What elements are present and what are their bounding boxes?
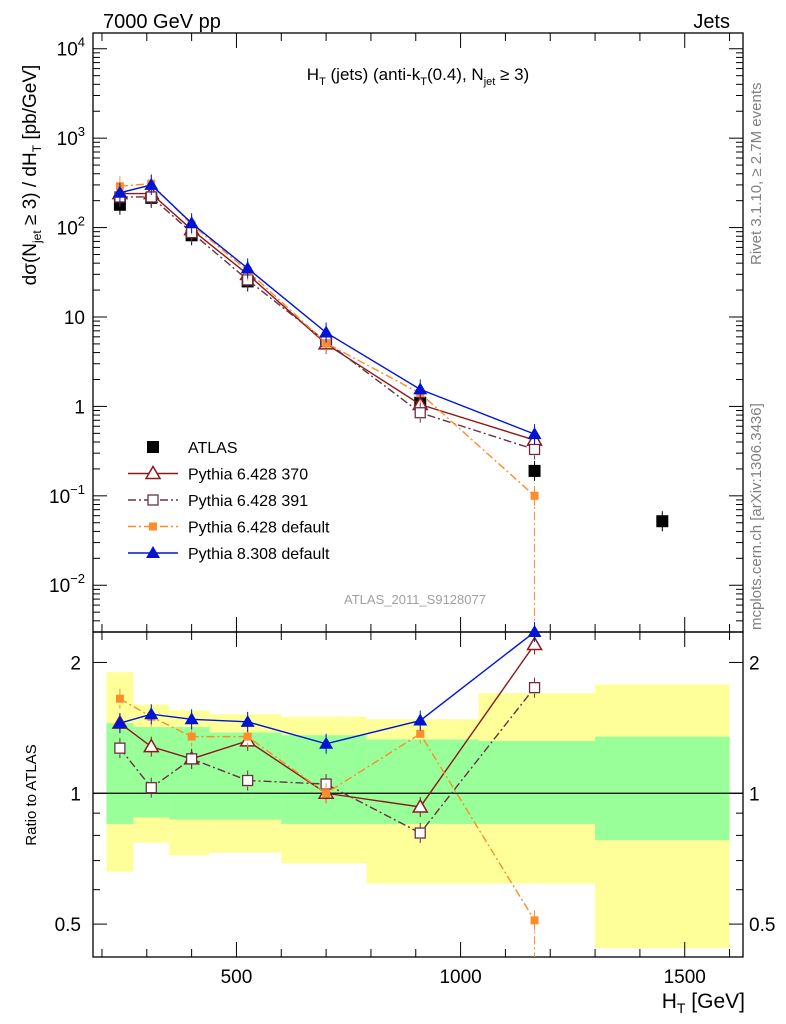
main-title: HT (jets) (anti-kT(0.4), Njet ≥ 3): [307, 65, 529, 88]
data-point: [142, 738, 160, 753]
header-right: Jets: [693, 11, 730, 33]
data-point: [243, 732, 252, 741]
data-point: [185, 753, 198, 765]
main-y-tick-label: 10−1: [49, 482, 85, 508]
x-tick-label: 1000: [439, 967, 481, 988]
side-text-mcplots: mcplots.cern.ch [arXiv:1306.3436]: [748, 403, 765, 630]
data-point: [526, 635, 543, 651]
uncertainty-band-green: [478, 740, 596, 824]
data-point: [322, 789, 331, 798]
data-point: [184, 216, 199, 229]
data-point: [144, 707, 159, 720]
legend-marker: [149, 522, 157, 531]
main-ylabel: dσ(Njet ≥ 3) / dHT [pb/GeV]: [20, 65, 44, 286]
ratio-y-tick-label-right: 0.5: [749, 915, 775, 936]
legend-label: ATLAS: [188, 440, 238, 457]
data-point: [240, 261, 255, 274]
main-y-tick-label: 104: [57, 35, 85, 61]
series-line: [119, 192, 535, 441]
data-point: [319, 736, 334, 749]
data-point: [240, 714, 255, 727]
data-point: [528, 443, 541, 456]
data-point: [115, 694, 124, 703]
main-frame: [92, 32, 744, 633]
data-point: [114, 742, 126, 754]
legend-marker: [144, 465, 162, 480]
ratio-panel: 0.5 0.5 1 1 2 2 500 1000 1500: [55, 622, 775, 988]
ratio-y-tick-label-left: 2: [70, 653, 81, 674]
data-point: [319, 325, 334, 338]
main-y-tick-label: 10: [64, 308, 85, 329]
uncertainty-band-green: [169, 727, 210, 820]
legend-marker: [146, 546, 160, 558]
data-point: [414, 827, 426, 839]
data-point: [416, 729, 425, 738]
data-point: [112, 185, 127, 198]
side-text-rivet: Rivet 3.1.10, ≥ 2.7M events: [748, 83, 765, 266]
legend-label: Pythia 6.428 370: [188, 467, 308, 484]
data-point: [322, 339, 331, 348]
data-point: [187, 732, 196, 741]
ratio-y-tick-label-left: 0.5: [55, 915, 81, 936]
data-point: [411, 798, 429, 813]
legend-label: Pythia 6.428 default: [188, 520, 330, 537]
data-point: [413, 382, 428, 395]
data-point: [527, 427, 542, 440]
ratio-ylabel: Ratio to ATLAS: [23, 744, 40, 845]
data-point: [413, 713, 428, 726]
main-y-tick-label: 1: [74, 397, 85, 418]
ratio-y-tick-label-left: 1: [70, 784, 81, 805]
x-tick-label: 500: [221, 967, 253, 988]
main-y-tick-label: 103: [57, 124, 85, 150]
ratio-frame: [92, 631, 744, 958]
data-point: [242, 774, 254, 787]
data-point: [112, 716, 127, 729]
series-line: [119, 196, 535, 451]
data-point: [414, 407, 426, 419]
data-point: [144, 177, 159, 190]
watermark: ATLAS_2011_S9128077: [344, 592, 486, 607]
series-line: [119, 184, 535, 435]
legend-marker: [147, 494, 159, 506]
main-panel: 10−2 10−1 1 10 102 103 104: [49, 32, 744, 633]
data-point: [184, 712, 199, 725]
data-point: [527, 625, 542, 637]
x-tick-label: 1500: [664, 967, 706, 988]
x-axis-label: HT [GeV]: [662, 990, 745, 1016]
legend: ATLAS Pythia 6.428 370 Pythia 6.428 391 Pyt…: [128, 440, 330, 563]
data-point: [528, 681, 541, 694]
ratio-y-tick-label-right: 2: [749, 653, 760, 674]
legend-label: Pythia 6.428 391: [188, 493, 308, 510]
data-point: [145, 782, 157, 794]
data-point: [656, 515, 669, 528]
main-y-tick-label: 10−2: [49, 571, 85, 597]
ratio-y-tick-label-right: 1: [749, 784, 760, 805]
uncertainty-band-green: [595, 736, 730, 841]
legend-label: Pythia 8.308 default: [188, 546, 330, 563]
header-left: 7000 GeV pp: [103, 11, 221, 33]
main-y-tick-label: 102: [57, 214, 85, 240]
data-point: [528, 464, 541, 477]
legend-marker: [147, 441, 159, 453]
